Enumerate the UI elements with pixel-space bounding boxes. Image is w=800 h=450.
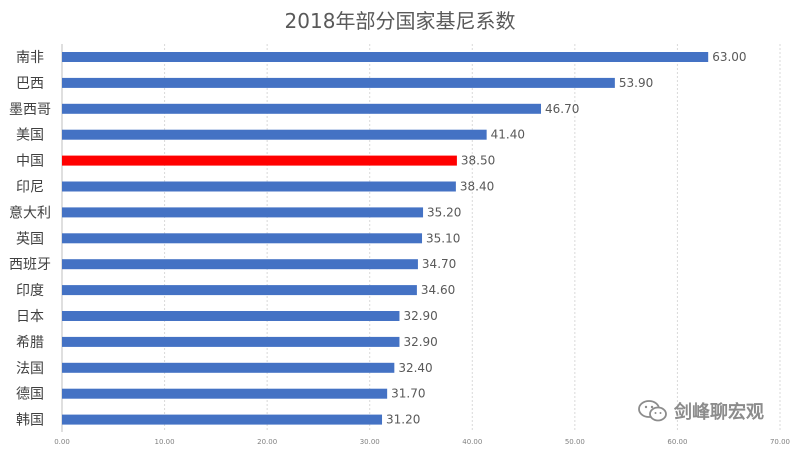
bar bbox=[62, 388, 388, 399]
bar bbox=[62, 285, 417, 296]
x-tick-label: 10.00 bbox=[155, 438, 175, 446]
x-tick-label: 60.00 bbox=[667, 438, 687, 446]
bar bbox=[62, 207, 424, 218]
data-label: 34.70 bbox=[422, 257, 456, 271]
data-label: 38.40 bbox=[460, 180, 494, 194]
data-label: 63.00 bbox=[712, 50, 746, 64]
bar-layer bbox=[62, 52, 709, 425]
data-label: 34.60 bbox=[421, 283, 455, 297]
watermark-text: 剑峰聊宏观 bbox=[674, 402, 764, 423]
bar bbox=[62, 259, 418, 270]
x-tick-label: 30.00 bbox=[360, 438, 380, 446]
x-tick-label: 20.00 bbox=[257, 438, 277, 446]
data-label: 32.90 bbox=[403, 309, 437, 323]
x-tick-label: 0.00 bbox=[54, 438, 70, 446]
data-label: 31.70 bbox=[391, 387, 425, 401]
category-label: 日本 bbox=[16, 309, 44, 325]
category-label: 意大利 bbox=[9, 204, 51, 221]
bar bbox=[62, 155, 457, 166]
category-label: 美国 bbox=[16, 128, 44, 144]
category-label: 英国 bbox=[16, 230, 44, 247]
x-tick-label: 70.00 bbox=[770, 438, 790, 446]
category-label: 韩国 bbox=[16, 413, 44, 429]
category-label: 印度 bbox=[16, 283, 44, 299]
category-label: 墨西哥 bbox=[9, 102, 51, 118]
watermark: 剑峰聊宏观 bbox=[638, 398, 764, 424]
bar bbox=[62, 311, 400, 321]
label-layer: 南非 63.00 巴西 53.90 墨西哥 46.70 美国 41.40 中国 38.50 印尼 38… bbox=[9, 50, 747, 429]
bar bbox=[62, 77, 615, 88]
x-tick-label: 50.00 bbox=[565, 438, 585, 446]
bar bbox=[62, 129, 487, 140]
bar bbox=[62, 233, 423, 244]
data-label: 41.40 bbox=[491, 128, 525, 142]
chart-title: 2018年部分国家基尼系数 bbox=[285, 9, 516, 33]
category-label: 印尼 bbox=[16, 180, 44, 196]
bar bbox=[62, 336, 400, 347]
data-label: 46.70 bbox=[545, 102, 579, 116]
data-label: 32.40 bbox=[398, 361, 432, 375]
bar bbox=[62, 362, 395, 373]
bar bbox=[62, 103, 542, 114]
category-label: 西班牙 bbox=[9, 257, 51, 273]
tick-layer: 0.00 10.00 20.00 30.00 40.00 50.00 60.00 70.00 bbox=[54, 438, 790, 446]
data-label: 31.20 bbox=[386, 413, 420, 427]
data-label: 53.90 bbox=[619, 76, 653, 90]
bar bbox=[62, 414, 383, 425]
category-label: 希腊 bbox=[16, 335, 44, 351]
data-label: 35.20 bbox=[427, 205, 461, 219]
data-label: 35.10 bbox=[426, 231, 460, 245]
category-label: 南非 bbox=[16, 50, 44, 66]
wechat-icon bbox=[638, 400, 667, 422]
category-label: 中国 bbox=[16, 154, 44, 170]
bar bbox=[62, 181, 456, 192]
category-label: 德国 bbox=[16, 387, 44, 403]
data-label: 32.90 bbox=[403, 335, 437, 349]
category-label: 法国 bbox=[16, 361, 44, 377]
data-label: 38.50 bbox=[461, 154, 495, 168]
x-tick-label: 40.00 bbox=[462, 438, 482, 446]
bar bbox=[62, 52, 709, 62]
category-label: 巴西 bbox=[16, 76, 44, 92]
